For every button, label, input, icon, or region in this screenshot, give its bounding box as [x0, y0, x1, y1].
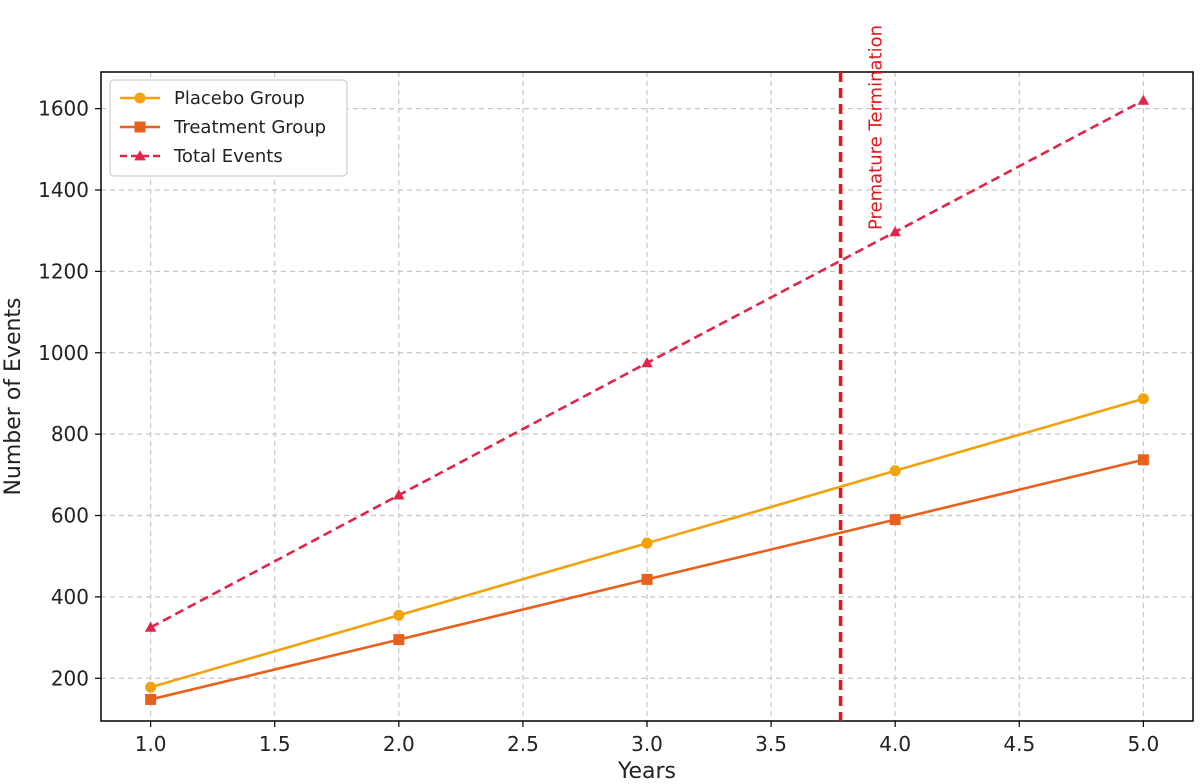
series-total-events [144, 94, 1150, 632]
treatment-group-point [889, 514, 901, 526]
treatment-group-point [145, 693, 157, 705]
x-tick-label: 3.0 [631, 732, 663, 756]
series-placebo-group [145, 393, 1149, 693]
series-treatment-group [145, 454, 1149, 705]
x-tick-label: 4.5 [1003, 732, 1035, 756]
treatment-group-point [1137, 454, 1149, 466]
x-ticks: 1.0 1.5 2.0 2.5 3.0 3.5 4.0 4.5 5.0 [135, 721, 1159, 756]
premature-termination-label: Premature Termination [866, 25, 887, 230]
y-tick-label: 1400 [38, 178, 89, 202]
x-tick-label: 5.0 [1127, 732, 1159, 756]
y-tick-label: 400 [51, 585, 89, 609]
treatment-group-point [393, 634, 405, 646]
x-tick-label: 2.5 [507, 732, 539, 756]
total-events-point [144, 621, 157, 632]
legend-item-treatment-group: Treatment Group [120, 117, 326, 138]
total-events-point [1137, 94, 1150, 105]
legend: Placebo Group Treatment Group Total Events [109, 79, 348, 177]
placebo-group-point [1137, 393, 1149, 405]
total-events-point [641, 357, 653, 368]
legend-item-placebo-group: Placebo Group [120, 88, 305, 109]
y-tick-label: 600 [51, 504, 89, 528]
legend-label: Treatment Group [173, 117, 326, 138]
x-tick-label: 2.0 [383, 732, 415, 756]
legend-item-total-events: Total Events [120, 146, 283, 167]
legend-swatch-marker [134, 150, 146, 161]
y-axis-label: Number of Events [1, 297, 26, 495]
annotation: Premature Termination [838, 25, 887, 721]
y-tick-label: 800 [51, 422, 89, 446]
placebo-group-point [393, 609, 405, 621]
y-tick-label: 1000 [38, 341, 89, 365]
legend-box [109, 79, 348, 177]
x-tick-label: 3.5 [755, 732, 787, 756]
x-axis-label: Years [617, 759, 676, 784]
x-tick-label: 4.0 [879, 732, 911, 756]
placebo-group-point [889, 465, 901, 477]
legend-label: Total Events [173, 146, 283, 167]
x-tick-label: 1.0 [135, 732, 167, 756]
y-ticks: 200 400 600 800 1000 1200 1400 1600 [38, 97, 101, 690]
total-events-point [889, 226, 901, 237]
series [144, 94, 1150, 705]
legend-swatch-marker [134, 121, 146, 133]
total-events-point [393, 489, 405, 500]
legend-label: Placebo Group [174, 88, 305, 109]
placebo-group-point [641, 537, 653, 549]
treatment-group-point [641, 573, 653, 585]
y-tick-label: 200 [51, 666, 89, 690]
y-tick-label: 1200 [38, 259, 89, 283]
x-tick-label: 1.5 [259, 732, 291, 756]
legend-swatch-marker [134, 92, 146, 104]
placebo-group-point [145, 681, 157, 693]
y-tick-label: 1600 [38, 97, 89, 121]
